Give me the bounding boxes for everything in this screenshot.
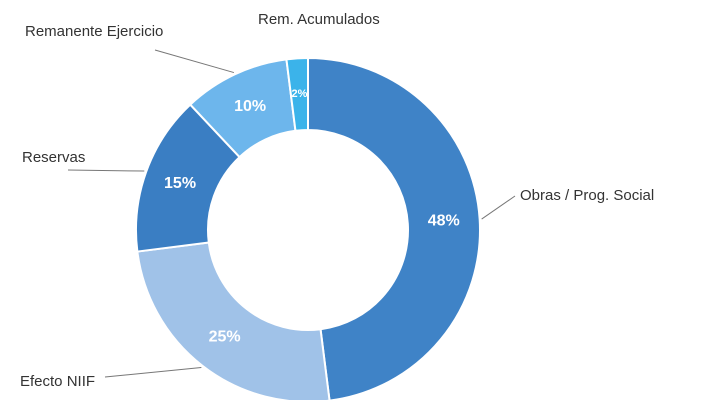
donut-slice [136,241,331,400]
category-label: Obras / Prog. Social [520,187,654,204]
category-label: Rem. Acumulados [258,11,380,28]
donut-slice [285,56,309,132]
leader-line [154,49,235,74]
donut-slice [307,56,482,400]
value-label: 15% [164,175,196,192]
category-label: Remanente Ejercicio [25,23,163,40]
category-label: Reservas [22,149,85,166]
value-label: 2% [292,88,308,100]
leader-line [104,366,202,378]
value-label: 10% [234,98,266,115]
leader-line [67,169,145,172]
value-label: 25% [209,329,241,346]
leader-line [481,195,516,220]
category-label: Efecto NIIF [20,373,95,390]
value-label: 48% [428,213,460,230]
